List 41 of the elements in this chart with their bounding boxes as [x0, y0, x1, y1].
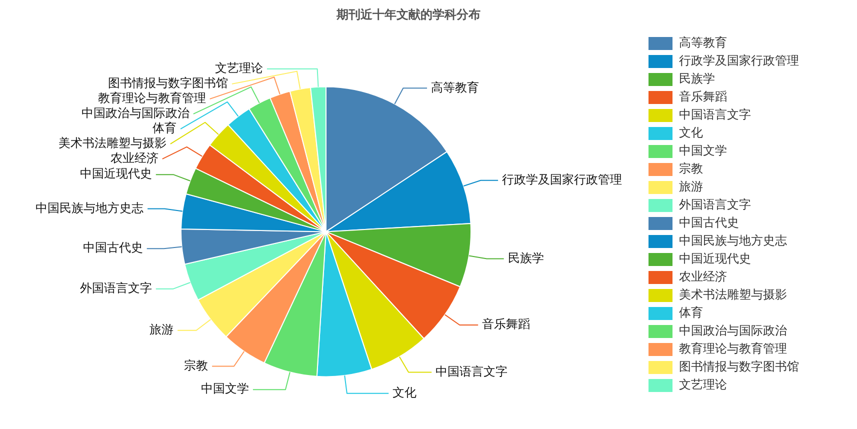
slice-label: 文艺理论	[214, 61, 263, 76]
slice-label: 教育理论与教育管理	[98, 91, 206, 106]
slice-label: 中国民族与地方史志	[36, 200, 144, 215]
slice-label: 中国政治与国际政治	[81, 106, 190, 120]
slice-label: 外国语言文字	[80, 280, 152, 295]
slice-label: 中国古代史	[82, 240, 143, 255]
chart-title: 期刊近十年文献的学科分布	[336, 7, 480, 22]
slice-label: 音乐舞蹈	[482, 317, 530, 332]
slice-label: 农业经济	[110, 151, 158, 166]
slice-label: 中国语言文字	[436, 364, 508, 378]
legend-label: 外国语言文字	[679, 198, 751, 212]
legend-label: 文化	[679, 126, 703, 140]
legend-label: 中国语言文字	[679, 108, 751, 122]
legend-label: 旅游	[679, 180, 703, 194]
legend-label: 文艺理论	[679, 378, 727, 392]
legend-label: 高等教育	[679, 36, 727, 50]
legend-label: 体育	[679, 306, 703, 320]
legend-label: 中国民族与地方史志	[679, 234, 787, 248]
slice-label: 美术书法雕塑与摄影	[58, 136, 166, 150]
slice-label: 宗教	[184, 358, 208, 372]
slice-label: 体育	[152, 121, 177, 136]
legend-label: 行政学及国家行政管理	[679, 54, 799, 68]
legend-label: 美术书法雕塑与摄影	[679, 288, 787, 302]
slice-label: 高等教育	[431, 80, 480, 94]
legend-label: 民族学	[679, 72, 715, 86]
slice-label: 文化	[392, 385, 417, 400]
legend-label: 图书情报与数字图书馆	[679, 360, 799, 374]
slice-label: 民族学	[508, 250, 544, 265]
legend-label: 中国政治与国际政治	[679, 324, 787, 338]
legend-label: 音乐舞蹈	[679, 90, 727, 104]
slice-label: 中国近现代史	[80, 166, 152, 181]
slice-label: 中国文学	[200, 382, 249, 396]
legend-label: 教育理论与教育管理	[679, 342, 787, 356]
legend-label: 中国近现代史	[679, 252, 751, 266]
slice-label: 旅游	[150, 322, 174, 337]
legend-label: 宗教	[679, 162, 703, 176]
legend-label: 中国古代史	[679, 216, 739, 230]
slice-label: 行政学及国家行政管理	[502, 172, 622, 186]
legend-label: 农业经济	[679, 270, 727, 284]
slice-label: 图书情报与数字图书馆	[108, 76, 228, 90]
legend-label: 中国文学	[679, 144, 727, 158]
